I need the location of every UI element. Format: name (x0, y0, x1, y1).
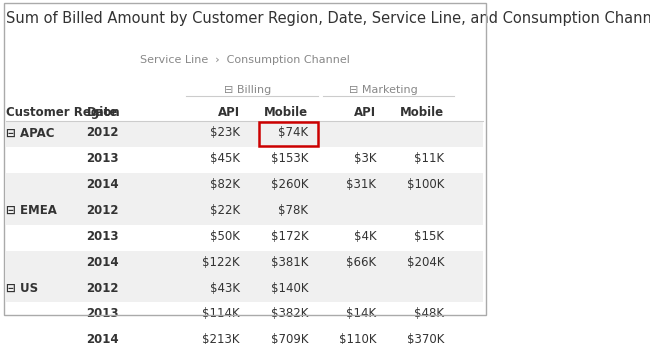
Text: ⊟ APAC: ⊟ APAC (6, 126, 55, 139)
Text: $74K: $74K (278, 126, 308, 139)
Text: $4K: $4K (354, 230, 376, 243)
Text: Sum of Billed Amount by Customer Region, Date, Service Line, and Consumption Cha: Sum of Billed Amount by Customer Region,… (6, 11, 650, 26)
Text: API: API (218, 106, 240, 119)
Text: 2014: 2014 (86, 333, 119, 344)
FancyBboxPatch shape (6, 250, 484, 277)
Text: $23K: $23K (210, 126, 240, 139)
Text: Date: Date (86, 106, 118, 119)
Text: $45K: $45K (210, 152, 240, 165)
FancyBboxPatch shape (6, 199, 484, 225)
Text: 2013: 2013 (86, 230, 119, 243)
Text: $110K: $110K (339, 333, 376, 344)
Text: 2012: 2012 (86, 204, 119, 217)
Text: $260K: $260K (270, 178, 308, 191)
Text: 2014: 2014 (86, 256, 119, 269)
Text: 2012: 2012 (86, 282, 119, 294)
Text: $14K: $14K (346, 308, 376, 321)
Text: $3K: $3K (354, 152, 376, 165)
Text: $114K: $114K (202, 308, 240, 321)
Text: $140K: $140K (270, 282, 308, 294)
Text: 2013: 2013 (86, 152, 119, 165)
Text: API: API (354, 106, 376, 119)
Text: $204K: $204K (407, 256, 445, 269)
Text: $78K: $78K (278, 204, 308, 217)
Text: $31K: $31K (346, 178, 376, 191)
Text: ⊟ US: ⊟ US (6, 282, 38, 294)
Text: $382K: $382K (271, 308, 308, 321)
FancyBboxPatch shape (6, 277, 484, 302)
Text: 2013: 2013 (86, 308, 119, 321)
Text: $122K: $122K (202, 256, 240, 269)
FancyBboxPatch shape (6, 173, 484, 199)
Text: 2012: 2012 (86, 126, 119, 139)
Text: ⊟ Marketing: ⊟ Marketing (349, 85, 418, 95)
Text: $43K: $43K (210, 282, 240, 294)
FancyBboxPatch shape (6, 121, 484, 147)
Text: $100K: $100K (407, 178, 445, 191)
Text: ⊟ Billing: ⊟ Billing (224, 85, 271, 95)
Text: $172K: $172K (270, 230, 308, 243)
Text: $82K: $82K (210, 178, 240, 191)
Text: Customer Region: Customer Region (6, 106, 120, 119)
FancyBboxPatch shape (6, 328, 484, 344)
Text: Mobile: Mobile (400, 106, 445, 119)
Text: $66K: $66K (346, 256, 376, 269)
Text: $11K: $11K (414, 152, 445, 165)
Text: $48K: $48K (415, 308, 445, 321)
Text: 2014: 2014 (86, 178, 119, 191)
Text: $153K: $153K (271, 152, 308, 165)
Text: $370K: $370K (407, 333, 445, 344)
Text: Mobile: Mobile (264, 106, 308, 119)
Text: $22K: $22K (210, 204, 240, 217)
Text: $709K: $709K (270, 333, 308, 344)
Text: $50K: $50K (210, 230, 240, 243)
Text: $15K: $15K (415, 230, 445, 243)
Text: Service Line  ›  Consumption Channel: Service Line › Consumption Channel (140, 55, 350, 65)
Text: ⊟ EMEA: ⊟ EMEA (6, 204, 57, 217)
Text: $213K: $213K (203, 333, 240, 344)
Text: $381K: $381K (271, 256, 308, 269)
